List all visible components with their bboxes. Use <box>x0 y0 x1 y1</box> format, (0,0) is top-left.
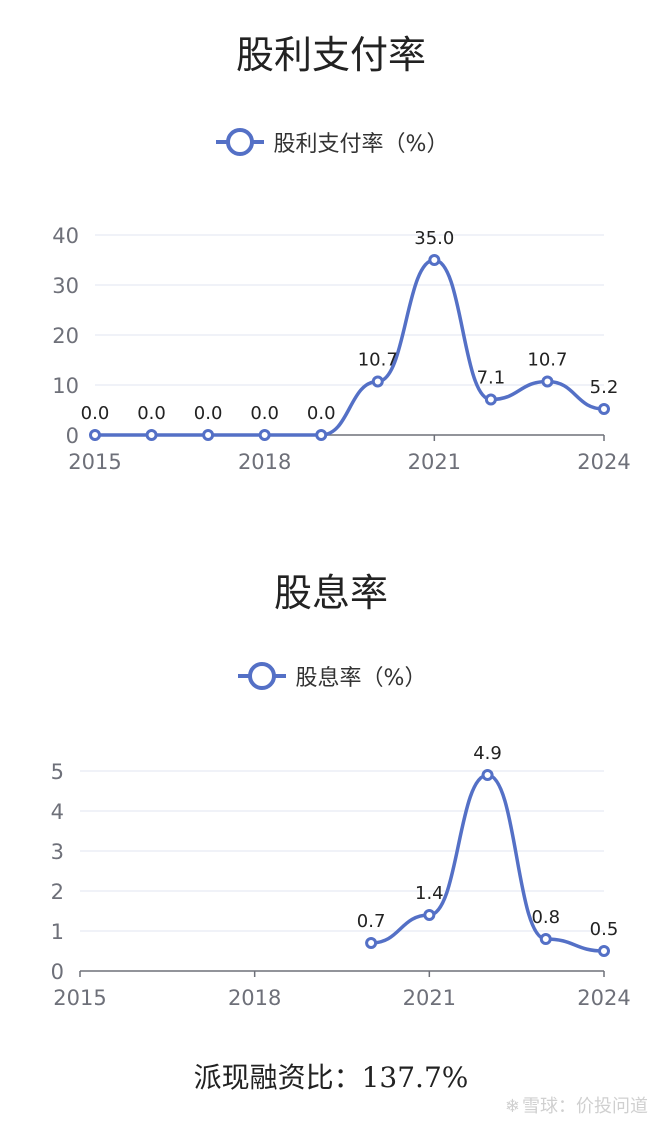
x-tick-label: 2021 <box>403 986 456 1010</box>
data-point <box>315 429 328 441</box>
y-tick-label: 20 <box>52 324 79 348</box>
data-point <box>258 429 271 441</box>
data-point <box>428 254 441 266</box>
data-label: 0.5 <box>590 919 619 940</box>
y-tick-label: 0 <box>66 424 79 448</box>
watermark: ❄ 雪球：价投问道 <box>505 1092 648 1118</box>
chart-title-dividend-yield: 股息率 <box>273 571 388 615</box>
y-tick-label: 40 <box>52 224 79 248</box>
x-tick-label: 2018 <box>238 450 291 474</box>
data-label: 0.8 <box>531 907 560 928</box>
data-point <box>484 393 497 406</box>
data-point <box>423 909 436 921</box>
data-point <box>541 375 554 388</box>
data-label: 0.0 <box>137 403 166 424</box>
data-point <box>598 403 610 415</box>
data-label: 10.7 <box>527 350 567 371</box>
data-label: 0.0 <box>250 403 279 424</box>
y-tick-label: 4 <box>51 800 64 824</box>
legend-label: 股息率（%） <box>295 666 427 691</box>
y-tick-label: 2 <box>51 880 64 904</box>
data-label: 5.2 <box>590 377 619 398</box>
data-point <box>89 429 101 441</box>
data-label: 35.0 <box>414 228 454 249</box>
x-tick-label: 2024 <box>577 986 630 1010</box>
series-line <box>95 258 605 437</box>
data-label: 0.0 <box>81 403 110 424</box>
y-tick-label: 5 <box>51 760 64 784</box>
y-tick-label: 3 <box>51 840 64 864</box>
data-point <box>371 375 384 388</box>
legend-label: 股利支付率（%） <box>273 132 449 157</box>
data-point <box>539 933 552 945</box>
x-tick-label: 2024 <box>577 450 630 474</box>
y-tick-label: 10 <box>52 374 79 398</box>
y-tick-label: 30 <box>52 274 79 298</box>
data-point <box>145 429 158 441</box>
payout-financing-ratio: 派现融资比：137.7% <box>193 1061 469 1094</box>
data-label: 1.4 <box>415 883 444 904</box>
data-point <box>202 429 215 441</box>
data-label: 0.0 <box>194 403 223 424</box>
legend-payout[interactable]: 股利支付率（%） <box>0 126 662 158</box>
x-tick-label: 2015 <box>53 986 106 1010</box>
legend-yield[interactable]: 股息率（%） <box>0 660 662 692</box>
x-tick-label: 2021 <box>408 450 461 474</box>
chart-payout-ratio: 0 10 20 30 40 2015 2018 2021 2024 0.0 0.0 0.0 0.0 0.0… <box>52 224 630 474</box>
legend-line-circle-icon <box>237 662 286 690</box>
data-point <box>481 769 494 781</box>
data-point <box>365 937 378 949</box>
snowball-logo-icon: ❄ <box>504 1096 520 1117</box>
watermark-text: 雪球：价投问道 <box>522 1096 648 1117</box>
data-label: 7.1 <box>477 368 506 389</box>
legend-line-circle-icon <box>215 128 264 156</box>
y-tick-label: 0 <box>51 960 64 984</box>
chart-dividend-yield: 0 1 2 3 4 5 2015 2018 2021 2024 0.7 1.4 4.9 0.8 0.5 <box>51 743 631 1010</box>
data-label: 0.0 <box>307 403 336 424</box>
data-label: 0.7 <box>357 911 386 932</box>
data-label: 4.9 <box>473 743 502 764</box>
x-tick-label: 2015 <box>68 450 121 474</box>
y-tick-label: 1 <box>51 920 64 944</box>
data-label: 10.7 <box>358 350 398 371</box>
series-line <box>371 773 605 953</box>
chart-title-payout: 股利支付率 <box>235 33 426 77</box>
x-tick-label: 2018 <box>228 986 281 1010</box>
data-point <box>598 945 610 957</box>
